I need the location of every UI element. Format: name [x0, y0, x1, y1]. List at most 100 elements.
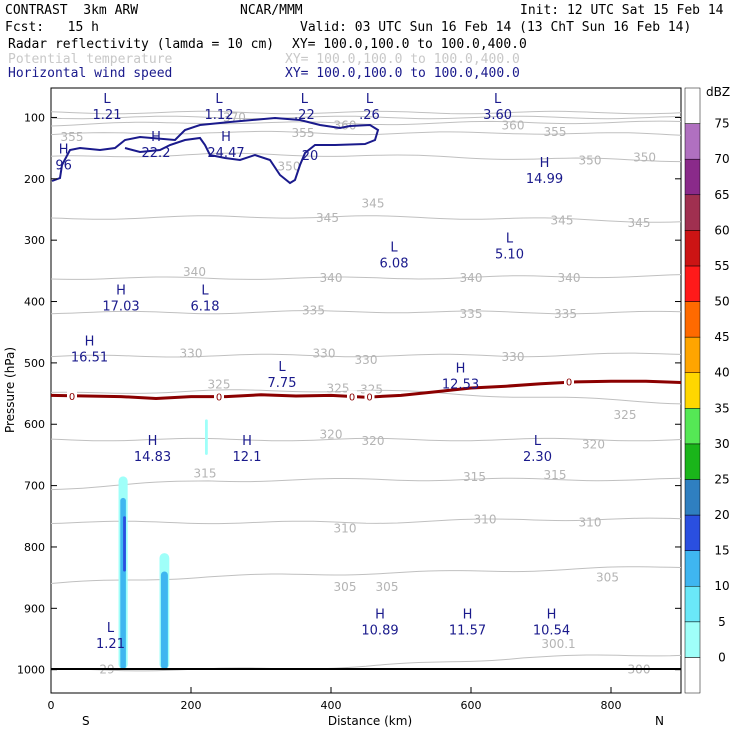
theta-label: 320 — [362, 434, 385, 448]
theta-label: 330 — [313, 347, 336, 361]
zero-label-bg — [347, 390, 357, 402]
extremum-marker: H — [547, 607, 557, 622]
extremum-value: 11.57 — [449, 623, 486, 638]
zero-label: 0 — [566, 377, 572, 388]
y-tick-label: 400 — [24, 296, 45, 309]
theta-label: 350 — [633, 150, 656, 164]
field-xy-reflectivity: XY= 100.0,100.0 to 100.0,400.0 — [292, 37, 527, 52]
theta-label: 315 — [194, 466, 217, 480]
theta-contour-line — [50, 566, 682, 584]
extremum-marker: L — [534, 434, 542, 449]
extremum-value: 14.99 — [526, 172, 563, 187]
extremum-value: .22 — [294, 108, 315, 123]
field-name-wind: Horizontal wind speed — [8, 66, 173, 81]
theta-contour-line — [50, 517, 682, 525]
y-tick-label: 600 — [24, 418, 45, 431]
reflectivity-cell — [160, 571, 168, 669]
theta-label: 340 — [460, 271, 483, 285]
extremum-value: 1.12 — [205, 108, 234, 123]
theta-label: 350 — [579, 153, 602, 167]
theta-label: 345 — [316, 211, 339, 225]
theta-contour-line — [50, 352, 682, 358]
colorbar-unit: dBZ — [706, 85, 730, 99]
theta-label: 360 — [502, 118, 525, 132]
extremum-marker: L — [201, 283, 209, 298]
colorbar-swatch — [684, 336, 701, 373]
theta-label: 345 — [628, 216, 651, 230]
theta-label: 310 — [334, 522, 357, 536]
theta-contour-line — [50, 274, 682, 280]
field-xy-wind: XY= 100.0,100.0 to 100.0,400.0 — [285, 66, 520, 81]
extremum-marker: H — [59, 142, 69, 157]
extremum-value: 1.21 — [93, 108, 122, 123]
extremum-value: 5.10 — [495, 247, 524, 262]
colorbar-level-label: 5 — [718, 615, 726, 629]
extremum-marker: H — [221, 130, 231, 145]
zero-reflectivity-contour: 0 0 0 00 — [50, 375, 682, 404]
theta-contour-line — [50, 110, 682, 115]
reflectivity-cell — [205, 419, 208, 455]
colorbar-swatch — [684, 585, 701, 623]
theta-label: 320 — [320, 428, 343, 442]
field-name-theta: Potential temperature — [8, 52, 173, 67]
y-tick-label: 200 — [24, 173, 45, 186]
theta-contour-line — [50, 437, 682, 442]
colorbar-swatch — [684, 230, 701, 267]
colorbar-swatch — [684, 479, 701, 516]
theta-label: 305 — [596, 571, 619, 585]
extremum-value: 1.21 — [96, 637, 125, 652]
theta-label: 335 — [460, 307, 483, 321]
colorbar-swatch — [684, 123, 701, 160]
reflectivity-cells — [118, 419, 208, 669]
y-tick-label: 900 — [24, 602, 45, 615]
zero-label: 0 — [216, 393, 222, 404]
theta-contour-line — [50, 389, 682, 405]
extremum-marker: H — [151, 130, 161, 145]
theta-label: 315 — [463, 470, 486, 484]
extremum-value: .26 — [359, 108, 380, 123]
header-title: CONTRAST 3km ARW — [5, 3, 139, 18]
colorbar-swatch — [684, 301, 701, 338]
extremum-value: 16.51 — [71, 350, 108, 365]
extremum-marker: H — [148, 434, 158, 449]
field-xy-theta: XY= 100.0,100.0 to 100.0,400.0 — [285, 52, 520, 67]
colorbar-swatch — [684, 657, 701, 694]
theta-label: 305 — [376, 580, 399, 594]
x-tick-label: 400 — [321, 699, 342, 712]
extremum-value: 6.08 — [380, 257, 409, 272]
colorbar-level-label: 10 — [714, 579, 729, 593]
colorbar-level-label: 0 — [718, 650, 726, 664]
colorbar-level-label: 65 — [714, 188, 729, 202]
colorbar-swatch — [684, 408, 701, 445]
theta-label: 360 — [334, 118, 357, 132]
theta-label: 325 — [208, 377, 231, 391]
colorbar-swatch — [684, 443, 701, 480]
theta-label: 335 — [302, 304, 325, 318]
y-tick-label: 300 — [24, 234, 45, 247]
y-tick-label: 100 — [24, 111, 45, 124]
extremum-value: 22.2 — [142, 146, 171, 161]
colorbar-level-label: 35 — [714, 401, 729, 415]
x-tick-label: 0 — [48, 699, 55, 712]
colorbar-level-label: 60 — [714, 223, 729, 237]
extremum-marker: L — [506, 231, 514, 246]
theta-contour-line — [51, 654, 682, 672]
extremum-marker: L — [278, 360, 286, 375]
theta-label: 330 — [180, 347, 203, 361]
theta-contour-line — [50, 215, 682, 223]
theta-label: 320 — [582, 437, 605, 451]
theta-label: 325 — [614, 408, 637, 422]
y-tick-label: 500 — [24, 357, 45, 370]
extremum-value: 2.30 — [523, 450, 552, 465]
extremum-marker: H — [242, 434, 252, 449]
extremum-marker: L — [366, 92, 374, 107]
extremum-value: 6.18 — [191, 299, 220, 314]
extremum-value: 7.75 — [268, 376, 297, 391]
theta-contour-line — [50, 115, 682, 120]
field-name-reflectivity: Radar reflectivity (lamda = 10 cm) — [8, 37, 275, 52]
theta-label: 330 — [355, 353, 378, 367]
theta-label: 340 — [183, 265, 206, 279]
y-axis-label: Pressure (hPa) — [3, 347, 17, 433]
theta-label: 340 — [320, 271, 343, 285]
theta-label: 340 — [558, 271, 581, 285]
